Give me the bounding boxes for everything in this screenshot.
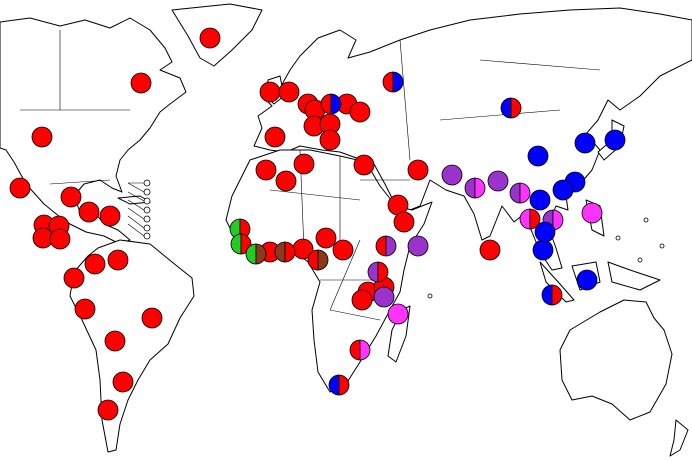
marker-half xyxy=(367,261,379,283)
islet xyxy=(659,243,665,249)
eurasia xyxy=(253,7,692,271)
marker xyxy=(49,228,71,250)
marker xyxy=(259,81,281,103)
new-zealand xyxy=(669,419,689,457)
marker xyxy=(78,201,100,223)
marker xyxy=(407,159,429,181)
marker xyxy=(130,72,152,94)
marker xyxy=(275,170,297,192)
marker xyxy=(141,307,163,329)
callout-lines xyxy=(127,182,145,237)
marker-half xyxy=(510,97,522,119)
marker-half xyxy=(284,241,296,263)
marker-half xyxy=(552,209,564,231)
marker-half xyxy=(359,339,371,361)
marker xyxy=(199,27,221,49)
marker xyxy=(353,154,375,176)
marker-half xyxy=(328,374,340,396)
marker xyxy=(351,289,373,311)
islet xyxy=(643,217,649,223)
marker xyxy=(441,164,463,186)
marker xyxy=(84,253,106,275)
marker xyxy=(532,239,554,261)
marker-half xyxy=(474,177,486,199)
marker xyxy=(574,132,596,154)
marker xyxy=(527,145,549,167)
marker xyxy=(99,205,121,227)
marker xyxy=(373,286,395,308)
marker-half xyxy=(529,208,541,230)
marker xyxy=(63,267,85,289)
marker xyxy=(529,189,551,211)
marker xyxy=(576,269,598,291)
callout-circle xyxy=(143,179,151,187)
marker xyxy=(31,126,53,148)
marker xyxy=(393,211,415,233)
marker-half xyxy=(500,97,512,119)
marker-half xyxy=(317,249,329,271)
marker xyxy=(107,249,129,271)
marker-half xyxy=(541,284,553,306)
marker-half xyxy=(245,243,257,265)
marker xyxy=(487,170,509,192)
marker xyxy=(552,179,574,201)
marker xyxy=(264,126,286,148)
marker xyxy=(255,159,277,181)
callout-circle xyxy=(143,206,151,214)
marker xyxy=(97,399,119,421)
marker-half xyxy=(519,208,531,230)
callout-circle xyxy=(143,215,151,223)
marker xyxy=(74,298,96,320)
marker xyxy=(407,235,429,257)
marker xyxy=(9,177,31,199)
marker xyxy=(104,330,126,352)
callout-circle xyxy=(143,224,151,232)
marker xyxy=(278,81,300,103)
marker xyxy=(332,239,354,261)
australia xyxy=(559,299,673,421)
marker xyxy=(315,227,337,249)
indonesia xyxy=(539,199,661,303)
marker-half xyxy=(349,339,361,361)
marker xyxy=(60,186,82,208)
borders xyxy=(20,30,601,321)
marker-half xyxy=(320,93,332,115)
marker-half xyxy=(375,235,387,257)
marker xyxy=(319,129,341,151)
marker-half xyxy=(274,241,286,263)
islet xyxy=(637,257,643,263)
marker-half xyxy=(392,71,404,93)
marker-half xyxy=(230,233,242,255)
marker-half xyxy=(338,374,350,396)
marker-half xyxy=(509,182,521,204)
marker xyxy=(293,153,315,175)
callout-circle xyxy=(143,232,151,240)
marker xyxy=(349,101,371,123)
marker-half xyxy=(551,284,563,306)
marker xyxy=(534,221,556,243)
marker-half xyxy=(307,249,319,271)
callout-circle xyxy=(143,197,151,205)
callout-circle xyxy=(143,188,151,196)
marker-half xyxy=(464,177,476,199)
marker-half xyxy=(519,182,531,204)
islet xyxy=(615,235,621,241)
marker xyxy=(387,303,409,325)
marker xyxy=(581,202,603,224)
marker-half xyxy=(382,71,394,93)
marker-half xyxy=(330,93,342,115)
islet xyxy=(427,293,433,299)
marker xyxy=(604,129,626,151)
marker xyxy=(479,239,501,261)
marker-half xyxy=(385,235,397,257)
marker-half xyxy=(255,243,267,265)
marker xyxy=(112,371,134,393)
marker-half xyxy=(377,261,389,283)
markers xyxy=(9,27,665,421)
